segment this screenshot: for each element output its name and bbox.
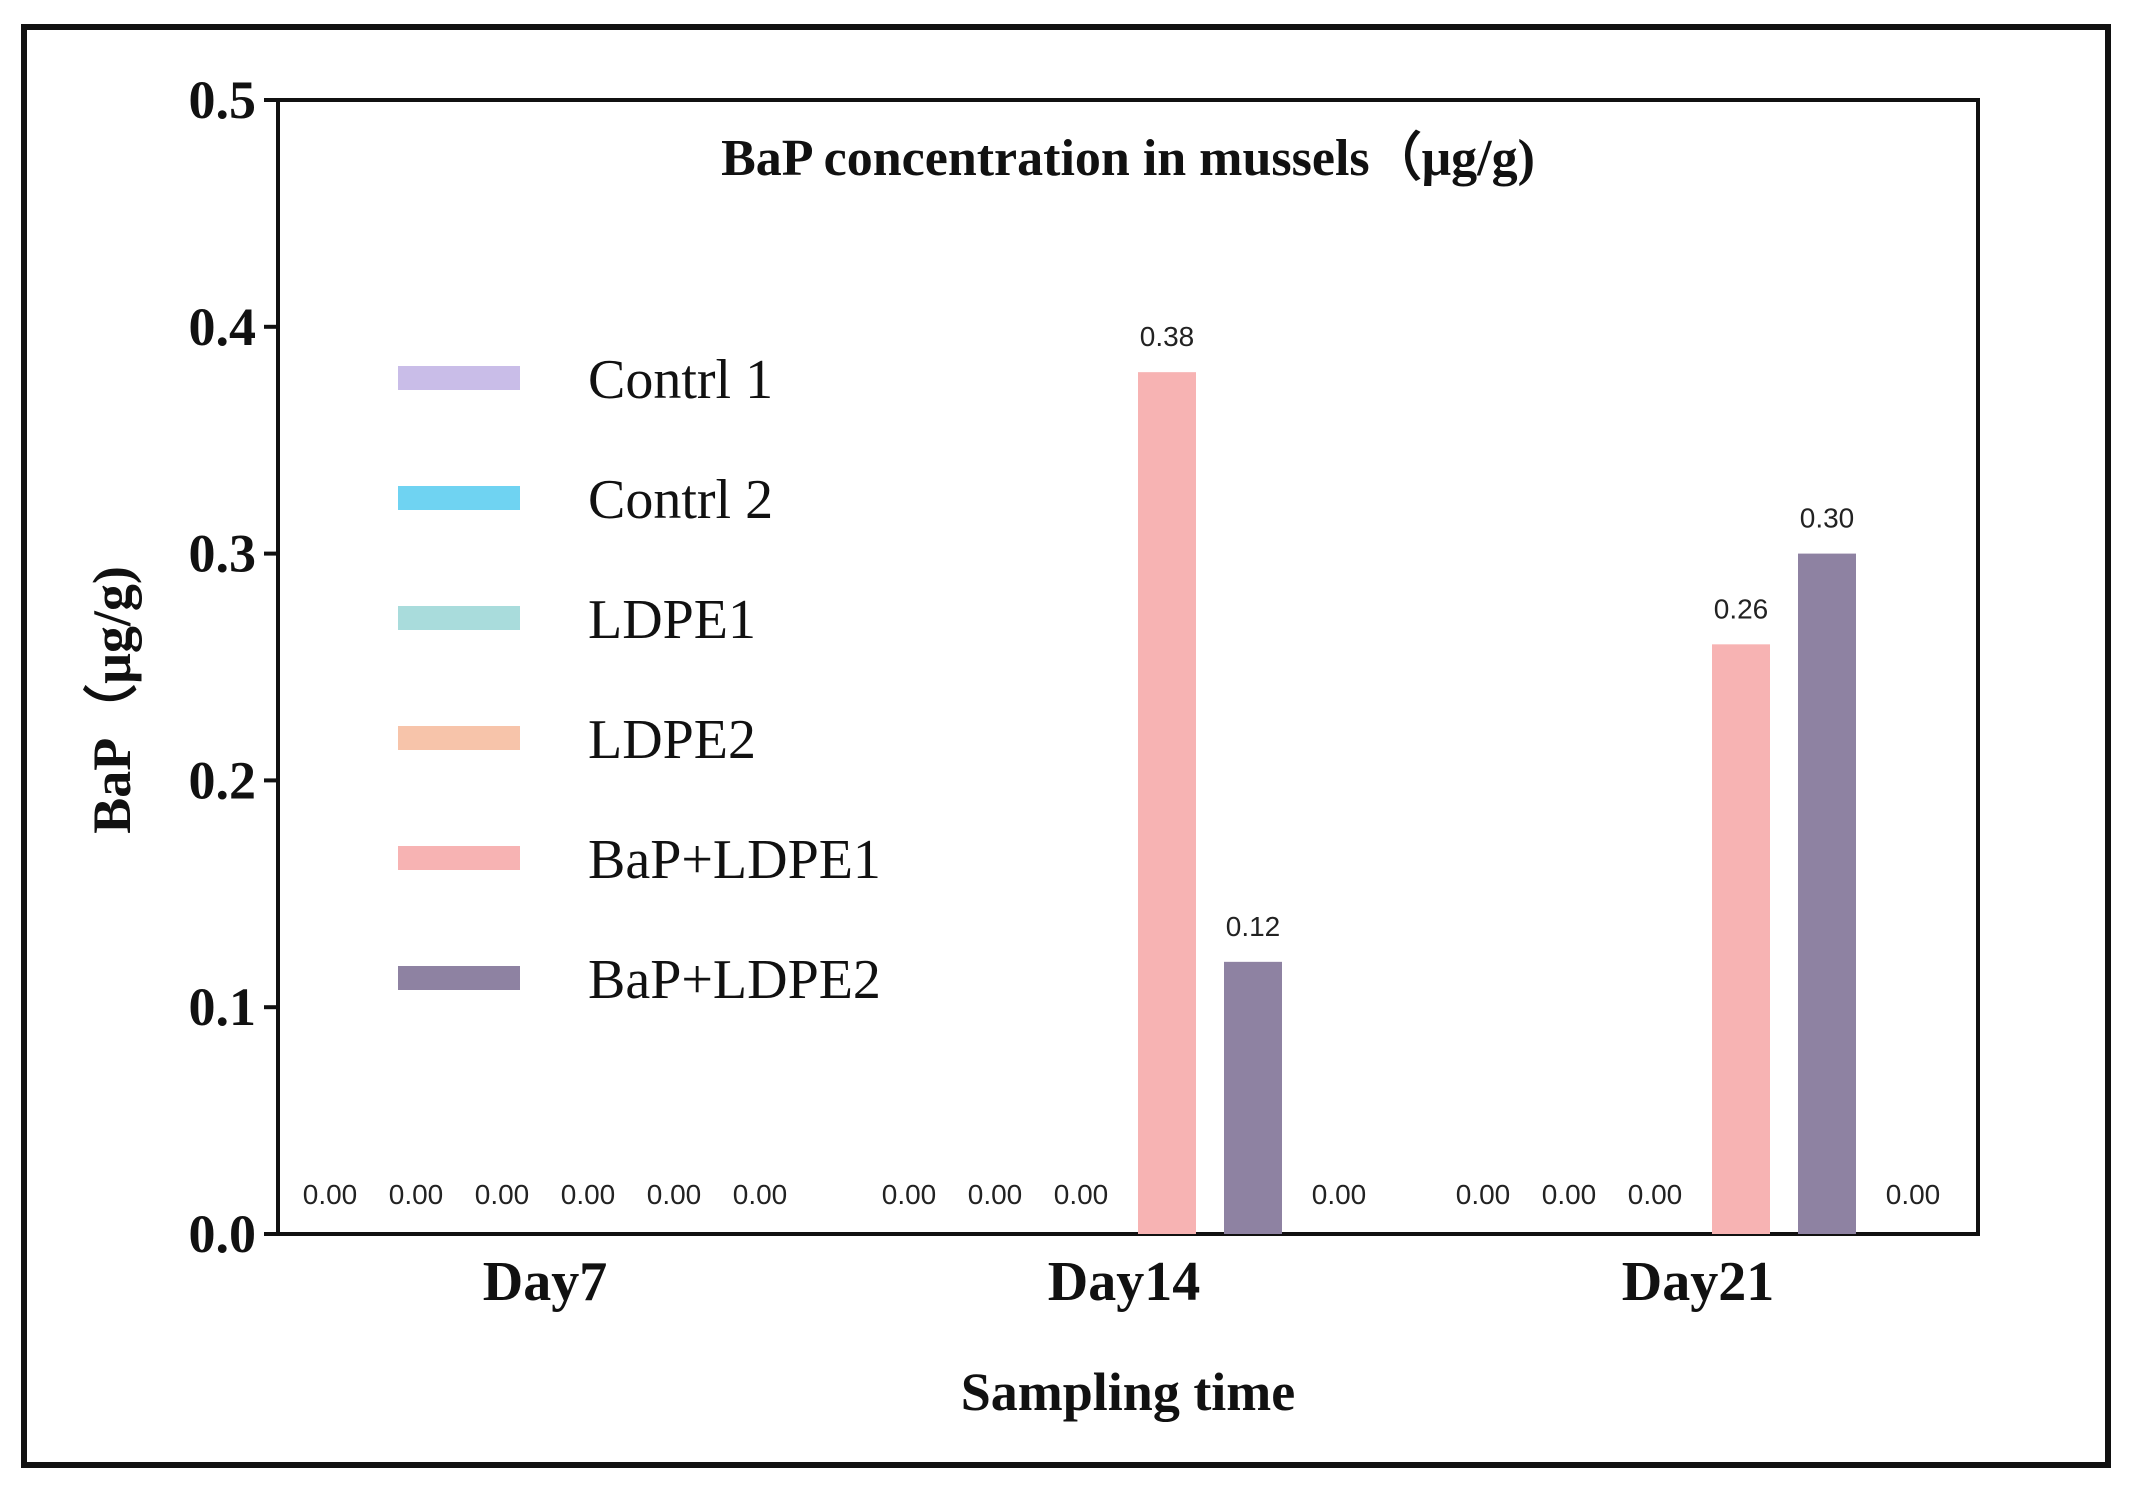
x-category-label: Day21 <box>1622 1251 1774 1313</box>
bar-value-label: 0.00 <box>475 1179 530 1210</box>
y-axis-ticks: 0.0 0.1 0.2 0.3 0.4 0.5 <box>189 70 278 1264</box>
bar-value-label: 0.38 <box>1140 321 1195 352</box>
y-tick-label: 0.3 <box>189 524 257 584</box>
legend-swatch <box>398 366 520 390</box>
plot-area-frame <box>276 98 1980 1236</box>
legend-swatch <box>398 606 520 630</box>
bar-value-label: 0.00 <box>968 1179 1023 1210</box>
legend-label: Contrl 1 <box>588 349 773 411</box>
bar-value-label: 0.26 <box>1714 593 1769 624</box>
bar-data-labels: 0.00 0.00 0.00 0.00 0.00 0.00 0.00 0.00 0.00 0.38… <box>303 321 1941 1210</box>
bar-value-label: 0.00 <box>1312 1179 1367 1210</box>
bar-value-label: 0.00 <box>1456 1179 1511 1210</box>
chart-title: BaP concentration in mussels（μg/g) <box>721 129 1535 187</box>
bar-value-label: 0.00 <box>389 1179 444 1210</box>
bar-value-label: 0.00 <box>1542 1179 1597 1210</box>
y-tick-label: 0.2 <box>189 750 257 810</box>
y-tick-label: 0.1 <box>189 977 257 1037</box>
legend-swatch <box>398 486 520 510</box>
legend-label: BaP+LDPE2 <box>588 949 881 1011</box>
bar <box>1138 372 1196 1234</box>
legend-label: BaP+LDPE1 <box>588 829 881 891</box>
bar-value-label: 0.30 <box>1800 503 1855 534</box>
legend-swatch <box>398 726 520 750</box>
x-axis-title: Sampling time <box>961 1362 1296 1422</box>
bar <box>1224 961 1282 1234</box>
legend-label: LDPE1 <box>588 589 756 651</box>
bar-value-label: 0.00 <box>733 1179 788 1210</box>
x-category-label: Day14 <box>1048 1251 1200 1313</box>
bar-value-label: 0.12 <box>1226 911 1281 942</box>
legend-label: Contrl 2 <box>588 469 773 531</box>
legend-label: LDPE2 <box>588 709 756 771</box>
bar <box>1798 553 1856 1234</box>
y-tick-label: 0.5 <box>189 70 257 130</box>
y-tick-label: 0.0 <box>189 1204 257 1264</box>
legend-swatch <box>398 846 520 870</box>
bar-value-label: 0.00 <box>882 1179 937 1210</box>
bar-value-label: 0.00 <box>647 1179 702 1210</box>
bar-value-label: 0.00 <box>303 1179 358 1210</box>
bar-marks <box>1138 372 1856 1234</box>
x-axis-categories: Day7 Day14 Day21 <box>483 1251 1774 1313</box>
y-tick-label: 0.4 <box>189 297 257 357</box>
bar-value-label: 0.00 <box>1054 1179 1109 1210</box>
bar <box>1712 644 1770 1234</box>
legend: Contrl 1 Contrl 2 LDPE1 LDPE2 BaP+LDPE1 BaP+L… <box>398 349 881 1011</box>
legend-swatch <box>398 966 520 990</box>
x-category-label: Day7 <box>483 1251 607 1313</box>
bar-value-label: 0.00 <box>561 1179 616 1210</box>
bar-value-label: 0.00 <box>1628 1179 1683 1210</box>
y-axis-title: BaP（μg/g) <box>82 566 142 834</box>
bar-value-label: 0.00 <box>1886 1179 1941 1210</box>
